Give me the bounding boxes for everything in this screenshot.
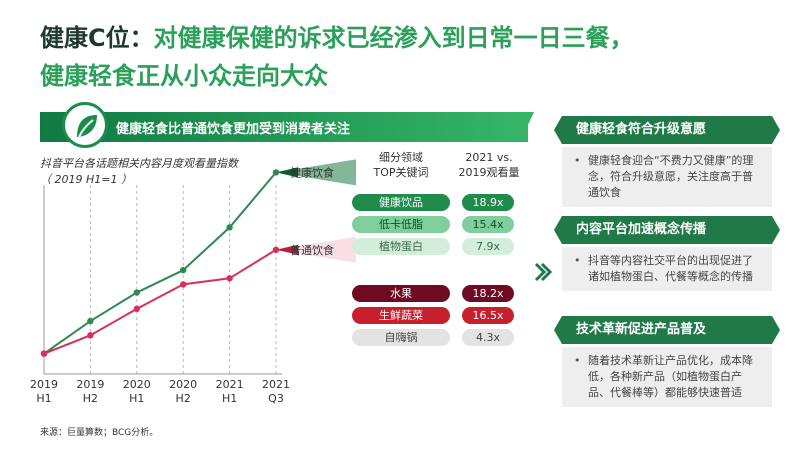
page-title-line-2: 健康轻食正从小众走向大众 — [40, 62, 328, 90]
value-column-header: 2021 vs. 2019观看量 — [446, 150, 532, 180]
x-tick-label: 2019 — [30, 378, 58, 391]
series-line — [43, 171, 277, 355]
x-tick-label: 2021 — [216, 378, 244, 391]
x-tick-label: H2 — [83, 392, 98, 405]
leaf-logo-icon — [62, 102, 108, 148]
banner-edge — [520, 112, 534, 142]
right-panel-content-platform: 内容平台加速概念传播 抖音等内容社交平台的出现促进了诸如植物蛋白、代餐等概念的传… — [554, 216, 780, 291]
x-tick-label: H2 — [176, 392, 191, 405]
keyword-pill: 水果 — [352, 285, 450, 302]
data-point — [226, 224, 233, 231]
x-tick-label: H1 — [129, 392, 144, 405]
right-panel-upgrade: 健康轻食符合升级意愿 健康轻食迎合“不费力又健康”的理念，符合升级意愿，关注度高… — [554, 116, 780, 207]
right-panel-heading: 技术革新促进产品普及 — [554, 316, 780, 344]
series-label: 普通饮食 — [290, 243, 334, 257]
series-tag-tip — [276, 244, 298, 255]
data-point — [272, 246, 280, 253]
x-tick-label: 2020 — [123, 378, 151, 391]
source-note: 来源：巨量算数；BCG分析。 — [40, 428, 159, 438]
data-point — [40, 350, 48, 357]
series-tag-shape — [276, 236, 356, 263]
x-tick-label: 2020 — [169, 378, 197, 391]
page-title-line-1: 健康C位：对健康保健的诉求已经渗入到日常一日三餐， — [40, 18, 634, 53]
keyword-growth-value: 18.2x — [462, 285, 514, 302]
x-tick-label: 2019 — [76, 378, 104, 391]
x-tick-label: H1 — [36, 392, 51, 405]
keyword-pill: 生鲜蔬菜 — [352, 307, 450, 324]
right-panel-body: 健康轻食迎合“不费力又健康”的理念，符合升级意愿，关注度高于普通饮食 — [562, 147, 772, 207]
data-point — [87, 317, 94, 325]
keyword-pill: 低卡低脂 — [352, 216, 450, 233]
right-panel-tech: 技术革新促进产品普及 随着技术革新让产品优化，成本降低，各种新产品（如植物蛋白产… — [554, 316, 780, 407]
x-tick-label: H1 — [222, 392, 237, 405]
series-label: 健康饮食 — [290, 165, 334, 179]
value-header-line-2: 2019观看量 — [458, 166, 520, 179]
data-point — [272, 169, 280, 176]
keyword-growth-value: 7.9x — [462, 238, 514, 255]
keyword-growth-value: 4.3x — [462, 329, 514, 346]
data-point — [226, 275, 233, 282]
chart-subtitle-line-2: （ 2019 H1=1 ） — [40, 173, 132, 186]
right-panel-body: 抖音等内容社交平台的出现促进了诸如植物蛋白、代餐等概念的传播 — [562, 247, 772, 291]
chevron-right-icon — [534, 262, 553, 286]
category-header-line-2: TOP关键词 — [373, 166, 429, 179]
data-point — [133, 289, 140, 296]
x-tick-label: 2021 — [262, 378, 290, 391]
series-line — [43, 248, 277, 355]
category-header-line-1: 细分领域 — [379, 151, 423, 164]
title-rest: 对健康保健的诉求已经渗入到日常一日三餐， — [153, 24, 634, 52]
keyword-pill: 自嗨锅 — [352, 329, 450, 346]
right-panel-heading: 内容平台加速概念传播 — [554, 216, 780, 244]
keyword-growth-value: 18.9x — [462, 194, 514, 211]
series-tag-tip — [276, 167, 298, 178]
data-point — [40, 350, 48, 357]
chart-subtitle-line-1: 抖音平台各话题相关内容月度观看量指数 — [40, 157, 238, 170]
right-panel-heading: 健康轻食符合升级意愿 — [554, 116, 780, 144]
keyword-pill: 植物蛋白 — [352, 238, 450, 255]
data-point — [180, 266, 187, 274]
keyword-pill: 健康饮品 — [352, 194, 450, 211]
keyword-growth-value: 15.4x — [462, 216, 514, 233]
data-point — [87, 332, 94, 339]
category-column-header: 细分领域 TOP关键词 — [356, 150, 446, 180]
keyword-growth-value: 16.5x — [462, 307, 514, 324]
title-prefix: 健康C位： — [40, 24, 154, 52]
banner-text: 健康轻食比普通饮食更加受到消费者关注 — [116, 122, 351, 137]
data-point — [180, 281, 187, 288]
right-panel-body: 随着技术革新让产品优化，成本降低，各种新产品（如植物蛋白产品、代餐棒等）都能够快… — [562, 347, 772, 407]
section-banner — [40, 112, 528, 142]
series-tag-shape — [276, 159, 356, 186]
value-header-line-1: 2021 vs. — [465, 151, 513, 164]
x-tick-label: Q3 — [268, 392, 284, 405]
data-point — [133, 305, 140, 313]
